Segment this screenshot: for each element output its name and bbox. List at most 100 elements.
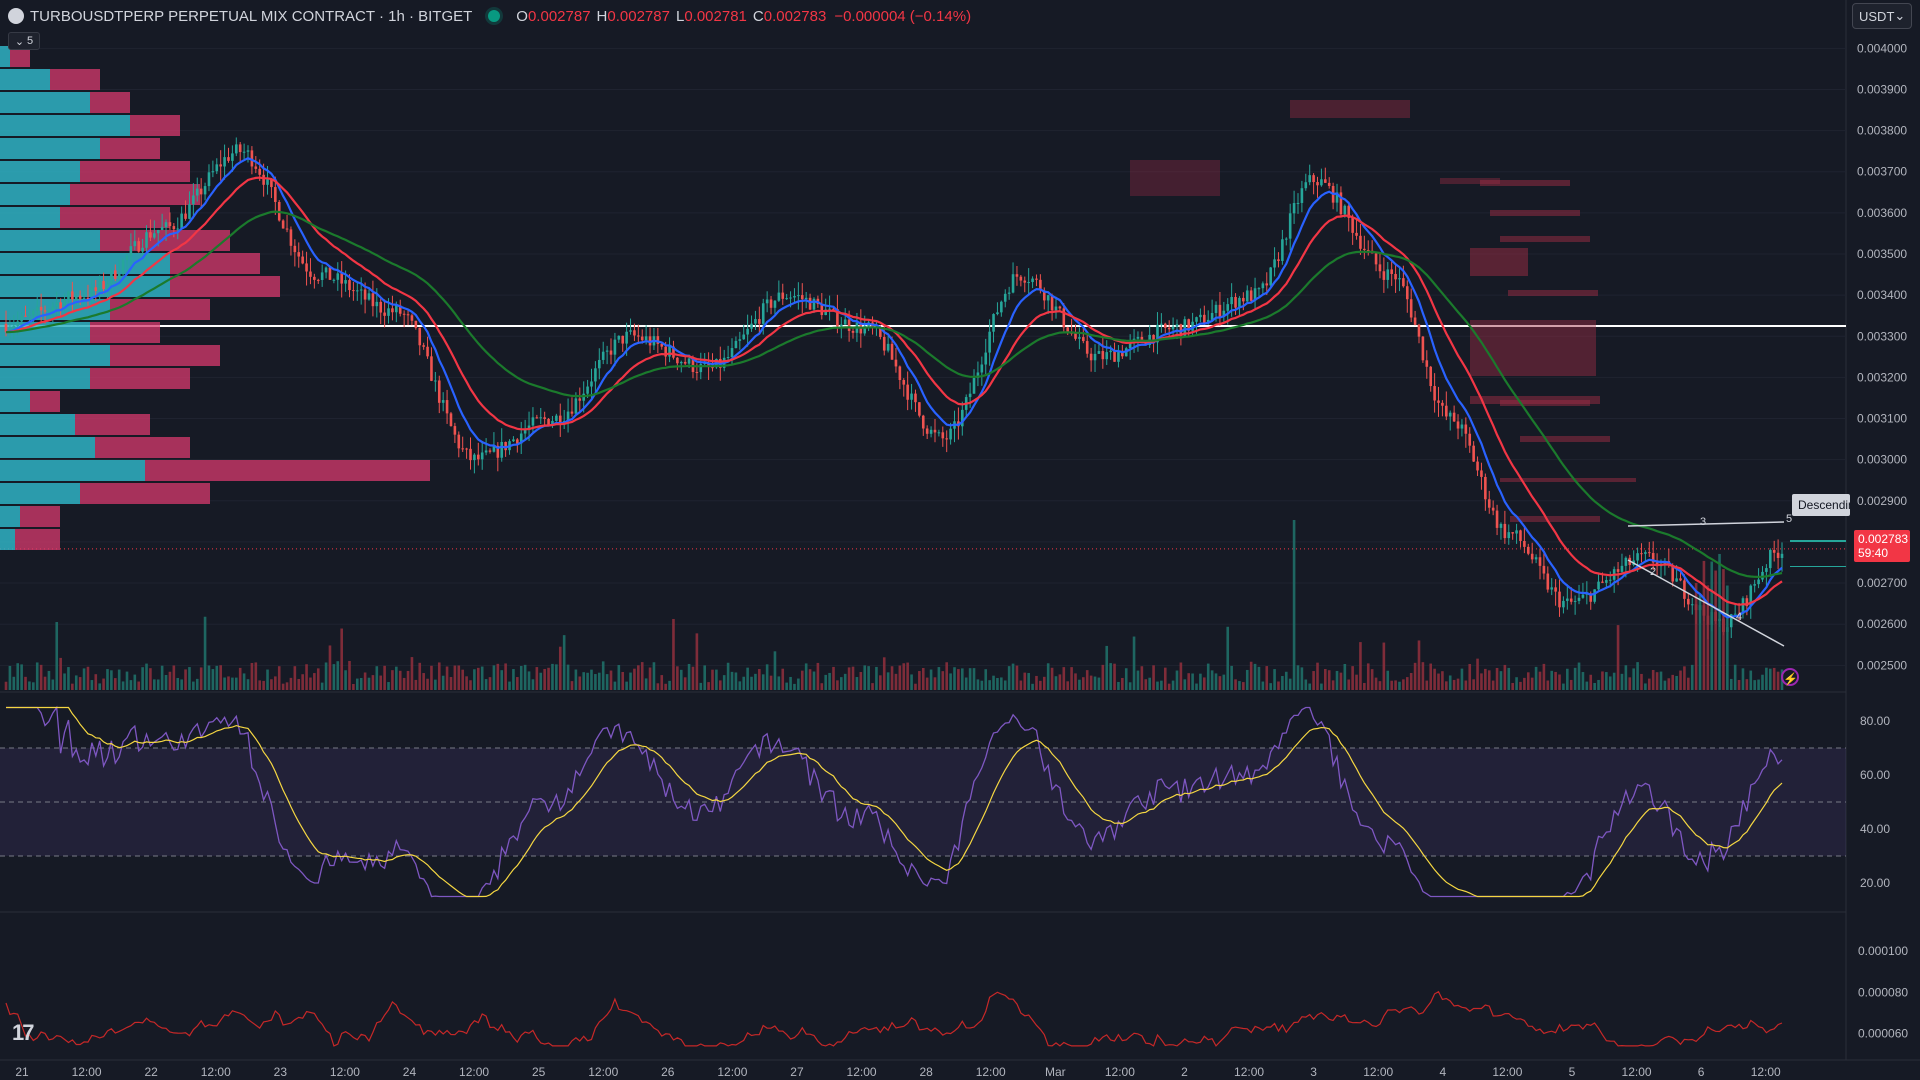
volume-bar	[192, 681, 195, 690]
volume-bar	[1690, 664, 1694, 690]
candle-body	[1128, 342, 1132, 349]
candle-body	[523, 429, 527, 434]
candle-body	[578, 398, 582, 401]
open-label: O	[516, 7, 528, 25]
volume-bar	[1039, 680, 1042, 690]
volume-bar	[707, 682, 710, 690]
wave-label: 3	[1700, 516, 1706, 528]
candle-body	[1569, 598, 1573, 602]
volume-bar	[352, 683, 355, 690]
volume-bar	[1398, 681, 1401, 690]
volume-bar	[1741, 668, 1745, 690]
candle-body	[348, 280, 351, 291]
volume-bar	[652, 662, 656, 690]
volume-bar	[211, 669, 215, 690]
symbol-title[interactable]: TURBOUSDTPERP PERPETUAL MIX CONTRACT · 1…	[30, 7, 473, 25]
volume-bar	[1245, 669, 1249, 690]
price-tick-label: 0.002600	[1857, 617, 1907, 631]
pattern-label[interactable]: Descending	[1792, 494, 1850, 516]
candle-body	[1273, 259, 1276, 268]
volume-bar	[1636, 662, 1639, 690]
candle-body	[754, 319, 757, 324]
volume-bar	[1117, 681, 1120, 690]
candle-body	[1511, 532, 1514, 534]
candle-body	[168, 222, 172, 227]
candle-body	[43, 310, 47, 312]
candle-body	[1484, 476, 1487, 500]
volume-bar	[375, 666, 379, 690]
candle-body	[1078, 337, 1081, 339]
time-tick-label: Mar	[1045, 1065, 1066, 1079]
volume-bar	[1183, 679, 1187, 690]
volume-bar	[28, 681, 31, 690]
volume-bar	[1203, 677, 1206, 690]
candle-body	[933, 429, 937, 433]
volume-bar	[1359, 642, 1362, 690]
candle-body	[1226, 304, 1230, 311]
volume-bar	[1765, 667, 1768, 690]
candle-body	[121, 260, 125, 275]
volume-bar	[754, 673, 757, 690]
candle-body	[980, 364, 984, 373]
volume-bar	[543, 668, 546, 690]
volume-bar	[629, 672, 632, 690]
volume-bar	[106, 669, 109, 690]
volume-bar	[1647, 678, 1651, 690]
candle-body	[851, 330, 855, 333]
alert-bolt-icon[interactable]: ⚡	[1781, 668, 1799, 686]
candle-body	[750, 323, 753, 329]
volume-bar	[1351, 666, 1354, 690]
oscillator-line	[5, 990, 1783, 1047]
time-tick-label: 12:00	[1363, 1065, 1393, 1079]
candle-body	[1768, 549, 1772, 569]
volume-bar	[1417, 640, 1421, 690]
volume-bar	[519, 665, 523, 690]
candle-body	[1160, 323, 1163, 325]
candle-body	[1222, 310, 1226, 317]
candle-body	[102, 281, 105, 289]
candle-body	[1538, 557, 1542, 566]
candle-body	[1589, 593, 1593, 602]
candle-body	[1546, 573, 1550, 590]
time-tick-label: 4	[1439, 1065, 1446, 1079]
candle-body	[1304, 182, 1308, 189]
ema-slow-line	[5, 210, 1783, 579]
volume-bar	[1409, 672, 1413, 690]
candle-body	[430, 356, 433, 381]
volume-bar	[957, 669, 960, 690]
candle-body	[1347, 205, 1351, 218]
volume-profile-sell	[70, 184, 200, 205]
order-block-zone	[1480, 180, 1570, 186]
volume-bar	[1121, 677, 1124, 690]
volume-bar	[961, 668, 964, 690]
volume-bar	[47, 670, 51, 690]
candle-body	[461, 448, 464, 450]
volume-bar	[816, 662, 820, 690]
volume-bar	[1363, 682, 1366, 690]
volume-bar	[929, 669, 933, 690]
currency-select[interactable]: USDT ⌄	[1852, 3, 1912, 29]
volume-bar	[1027, 673, 1030, 690]
price-tick-label: 0.003800	[1857, 124, 1907, 138]
volume-bar	[843, 673, 847, 690]
candle-body	[94, 287, 98, 291]
candle-body	[668, 346, 671, 357]
candle-body	[359, 289, 363, 291]
volume-bar	[1249, 661, 1253, 690]
volume-bar	[1105, 645, 1109, 690]
volume-bar	[1101, 664, 1105, 690]
volume-bar	[274, 676, 277, 690]
candle-body	[375, 301, 379, 307]
volume-bar	[1507, 667, 1511, 690]
tradingview-logo[interactable]: 17	[12, 1020, 35, 1045]
volume-bar	[371, 675, 375, 690]
volume-profile-buy	[0, 207, 60, 228]
volume-bar	[1768, 668, 1772, 690]
volume-bar	[734, 672, 738, 690]
indicators-collapse-button[interactable]: ⌄ 5	[8, 32, 40, 50]
volume-profile-sell	[80, 161, 190, 182]
volume-bar	[1085, 670, 1089, 690]
volume-bar	[457, 665, 461, 690]
